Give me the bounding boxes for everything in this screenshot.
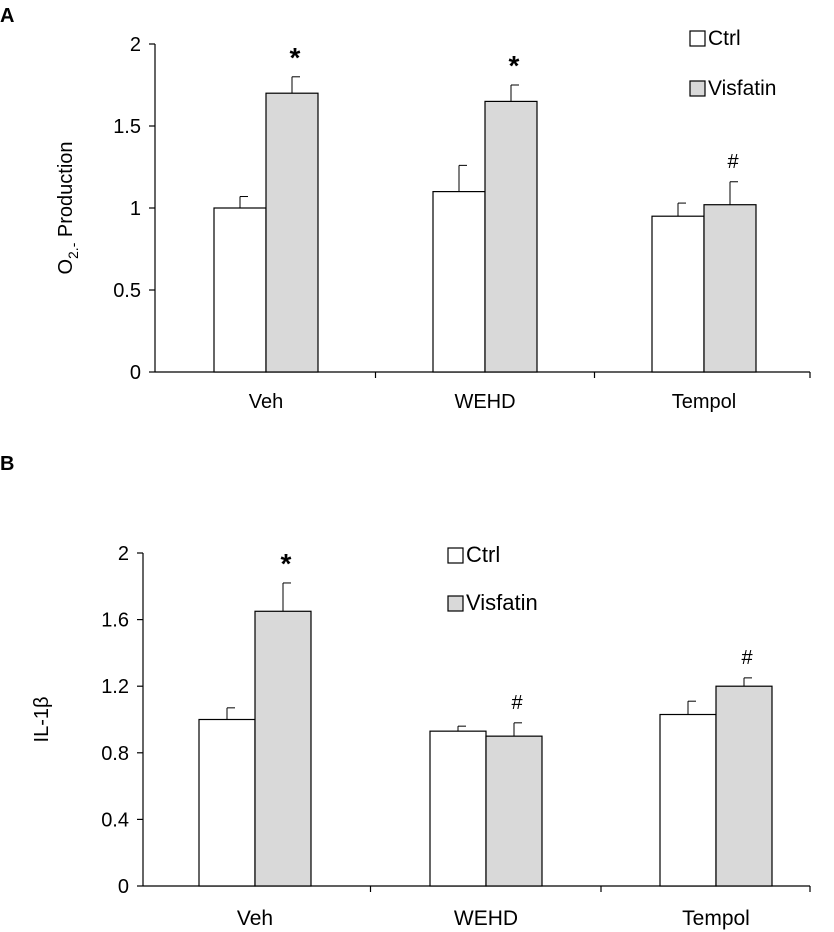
significance-marker: # xyxy=(741,647,753,669)
chart-panel-b: B 0 0.4 0.8 1.2 1.6 2 Veh WEHD Tempol * # # IL-1β Ctrl… xyxy=(0,453,811,930)
y-tick-label: 1.2 xyxy=(101,676,129,698)
legend-swatch xyxy=(447,595,464,612)
legend-label: Visfatin xyxy=(466,590,538,615)
y-axis-label: IL-1β xyxy=(31,697,53,743)
legend-swatch xyxy=(447,547,464,564)
bar-ctrl xyxy=(432,191,486,373)
chart-panel-a: A 0 0.5 1 1.5 2 Veh WEHD Tempol * * # O2.- Productio… xyxy=(0,5,811,413)
significance-marker: * xyxy=(509,50,520,81)
y-tick-label: 1 xyxy=(130,198,141,220)
y-tick-label: 0 xyxy=(118,876,129,898)
y-axis-label: O2.- Production xyxy=(55,141,81,274)
significance-marker: * xyxy=(290,42,301,73)
legend-label: Ctrl xyxy=(708,27,741,50)
x-tick-label: Veh xyxy=(249,391,283,413)
bar-ctrl xyxy=(659,713,717,887)
legend-swatch xyxy=(689,80,706,97)
bar-visfatin xyxy=(265,92,319,373)
y-tick-label: 1.6 xyxy=(101,610,129,632)
bar-visfatin xyxy=(703,204,757,373)
legend-swatch xyxy=(689,30,706,47)
significance-marker: # xyxy=(511,692,523,714)
y-tick-label: 0.5 xyxy=(113,280,141,302)
x-tick-label: Tempol xyxy=(682,907,750,930)
x-tick-label: WEHD xyxy=(454,907,518,930)
bar-visfatin xyxy=(485,735,543,887)
y-tick-label: 0.8 xyxy=(101,743,129,765)
bar-visfatin xyxy=(715,685,773,887)
significance-marker: * xyxy=(281,548,292,579)
y-tick-label: 1.5 xyxy=(113,116,141,138)
x-tick-label: Tempol xyxy=(672,391,736,413)
significance-marker: # xyxy=(727,151,739,173)
legend-label: Ctrl xyxy=(466,542,500,567)
panel-label: B xyxy=(0,453,14,475)
y-tick-label: 0.4 xyxy=(101,809,129,831)
y-tick-label: 2 xyxy=(130,34,141,56)
panel-label: A xyxy=(0,5,14,27)
bar-ctrl xyxy=(651,215,705,373)
bar-ctrl xyxy=(429,730,487,887)
bar-ctrl xyxy=(198,718,256,887)
legend-label: Visfatin xyxy=(708,77,777,100)
bar-ctrl xyxy=(213,207,267,373)
bar-visfatin xyxy=(254,610,312,887)
x-tick-label: WEHD xyxy=(454,391,515,413)
x-tick-label: Veh xyxy=(237,907,273,930)
y-tick-label: 2 xyxy=(118,543,129,565)
bar-visfatin xyxy=(484,100,538,373)
y-tick-label: 0 xyxy=(130,362,141,384)
